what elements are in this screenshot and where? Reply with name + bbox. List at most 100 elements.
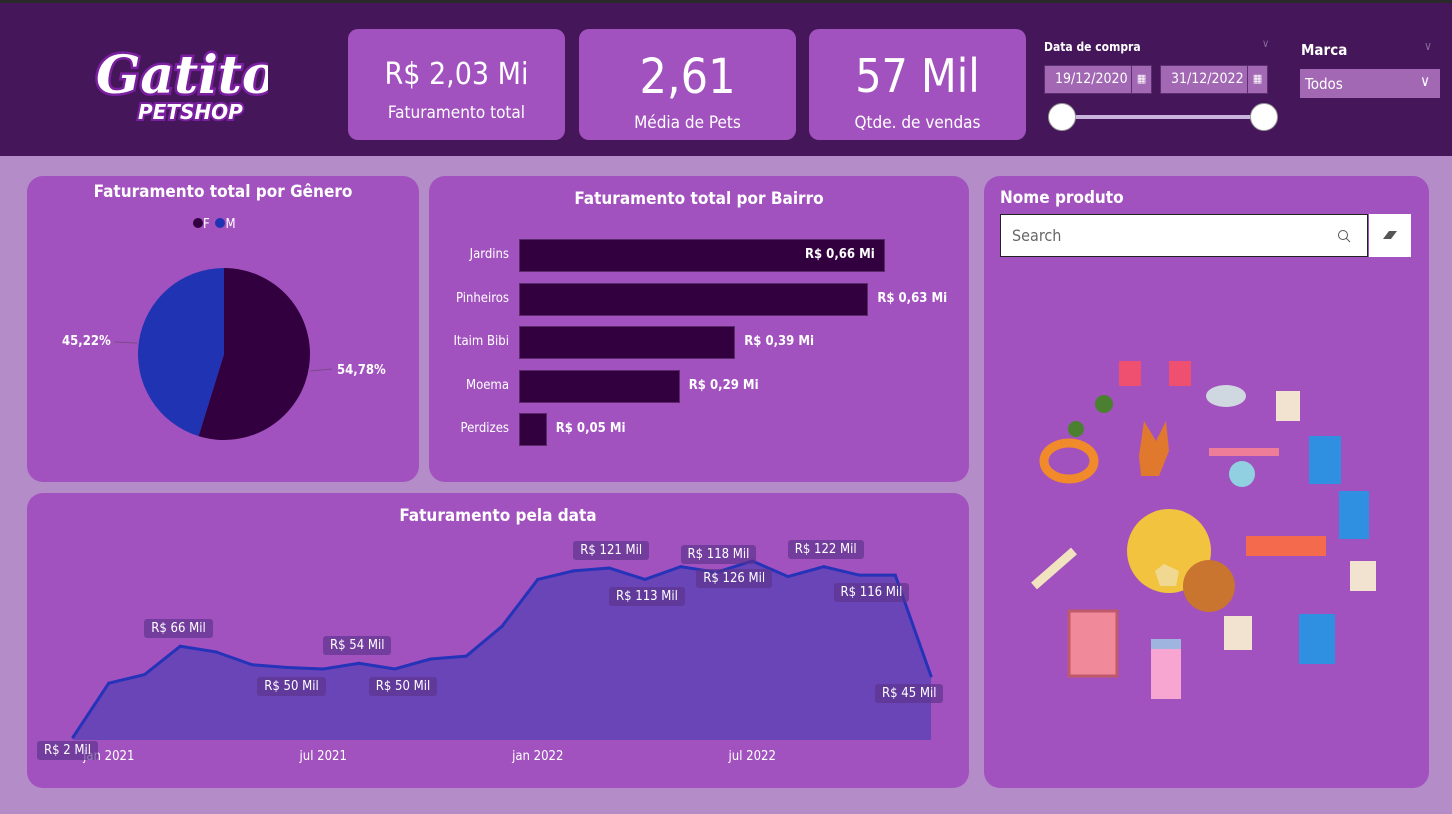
data-point[interactable]	[286, 666, 289, 670]
data-point[interactable]	[536, 577, 540, 581]
x-tick-label: jan 2022	[511, 749, 563, 764]
kpi-faturamento-total: R$ 2,03 Mi Faturamento total	[348, 29, 565, 140]
pie-label-f: 54,78%	[337, 363, 386, 378]
data-label: R$ 122 Mil	[787, 539, 864, 559]
start-date-input[interactable]: 19/12/2020 ▦	[1044, 65, 1152, 94]
chart-title: Faturamento pela data	[399, 506, 597, 526]
data-label: R$ 66 Mil	[144, 619, 213, 639]
kpi-label: Faturamento total	[387, 103, 526, 123]
slider-start-handle[interactable]	[1048, 103, 1076, 131]
date-area-card: Faturamento pela data jan 2021 jul 2021 ja…	[27, 493, 969, 788]
data-label: R$ 113 Mil	[609, 587, 685, 607]
chart-title: Faturamento total por Gênero	[93, 182, 353, 202]
slider-end-handle[interactable]	[1250, 103, 1278, 131]
legend-dot-m	[215, 218, 226, 228]
bar-moema[interactable]	[519, 369, 680, 403]
kpi-qtde-vendas: 57 Mil Qtde. de vendas	[809, 29, 1026, 140]
data-label: R$ 50 Mil	[257, 676, 326, 696]
data-point[interactable]	[71, 735, 75, 739]
data-point[interactable]	[250, 663, 254, 667]
data-point[interactable]	[357, 661, 361, 665]
data-point[interactable]	[607, 566, 611, 570]
data-point[interactable]	[143, 673, 146, 677]
leader-line	[309, 368, 333, 372]
data-point[interactable]	[643, 577, 647, 581]
data-point[interactable]	[107, 681, 111, 685]
search-icon[interactable]	[1337, 229, 1351, 243]
data-point[interactable]	[429, 657, 432, 661]
gender-pie-card: Faturamento total por Gênero F M 45,22% …	[27, 176, 419, 482]
bar-jardins[interactable]	[519, 239, 885, 272]
gatito-petshop-logo: Gatito PETSHOP	[94, 43, 269, 127]
data-point[interactable]	[572, 569, 575, 573]
bar-value-label: R$ 0,63 Mi	[877, 290, 948, 306]
search-placeholder: Search	[1012, 226, 1062, 245]
start-date-value: 19/12/2020	[1055, 71, 1128, 87]
product-panel-title: Nome produto	[1000, 188, 1124, 208]
kpi-label: Qtde. de vendas	[854, 113, 981, 133]
pie-slice-m[interactable]	[137, 268, 224, 437]
brand-selected: Todos	[1305, 75, 1343, 93]
data-point[interactable]	[679, 565, 683, 569]
data-label: R$ 54 Mil	[323, 636, 392, 656]
svg-text:PETSHOP: PETSHOP	[138, 100, 243, 124]
bar-pinheiros[interactable]	[519, 282, 869, 316]
data-point[interactable]	[178, 644, 182, 648]
bar-itaim-bibi[interactable]	[519, 326, 736, 359]
pie-slice-f[interactable]	[198, 268, 310, 440]
bar-value-label: R$ 0,29 Mi	[688, 377, 759, 393]
data-point[interactable]	[929, 674, 933, 678]
product-search-input[interactable]: Search	[1000, 214, 1368, 257]
calendar-icon[interactable]: ▦	[1131, 66, 1151, 93]
data-point[interactable]	[321, 667, 325, 671]
pie-chart	[113, 268, 333, 440]
bar-value-label: R$ 0,66 Mi	[804, 247, 875, 262]
calendar-icon[interactable]: ▦	[1247, 66, 1267, 93]
data-label: R$ 2 Mil	[37, 741, 99, 761]
svg-text:Gatito: Gatito	[96, 45, 268, 106]
data-label: R$ 45 Mil	[875, 684, 944, 704]
bar-category-label: Pinheiros	[455, 290, 509, 306]
data-point[interactable]	[500, 624, 504, 628]
data-point[interactable]	[858, 573, 861, 577]
data-label: R$ 50 Mil	[368, 676, 438, 696]
kpi-value: 2,61	[639, 49, 736, 105]
data-point[interactable]	[893, 573, 897, 577]
data-point[interactable]	[822, 565, 826, 569]
kpi-value: R$ 2,03 Mi	[384, 57, 529, 92]
eraser-icon	[1383, 231, 1397, 239]
clear-selection-button[interactable]	[1369, 214, 1411, 257]
brand-filter-label: Marca	[1301, 41, 1348, 59]
end-date-value: 31/12/2022	[1171, 71, 1244, 87]
x-tick-label: jul 2021	[299, 749, 347, 764]
data-label: R$ 126 Mil	[696, 568, 773, 588]
brand-dropdown[interactable]: Todos ∨	[1300, 69, 1440, 98]
data-point[interactable]	[214, 650, 218, 654]
area-chart: jan 2021 jul 2021 jan 2022 jul 2022	[71, 559, 933, 764]
bar-category-label: Perdizes	[460, 421, 509, 436]
legend-label-f: F	[203, 217, 210, 232]
kpi-label: Média de Pets	[634, 113, 741, 133]
date-range-slider-track[interactable]	[1062, 115, 1264, 119]
chevron-down-icon[interactable]: ∨	[1424, 39, 1432, 53]
data-point[interactable]	[786, 575, 790, 579]
bar-value-label: R$ 0,05 Mi	[555, 421, 626, 436]
data-point[interactable]	[464, 654, 468, 658]
x-tick-label: jul 2022	[728, 749, 776, 764]
legend-dot-f	[193, 218, 203, 228]
legend-label-m: M	[225, 217, 236, 232]
data-label: R$ 121 Mil	[573, 541, 650, 561]
data-label: R$ 118 Mil	[680, 545, 757, 565]
kpi-value: 57 Mil	[855, 49, 980, 103]
bar-perdizes[interactable]	[519, 413, 547, 446]
chart-title: Faturamento total por Bairro	[574, 189, 824, 209]
data-point[interactable]	[393, 667, 397, 671]
bairro-bar-card: Faturamento total por Bairro Jardins R$ 0…	[429, 176, 969, 482]
chevron-down-icon[interactable]: ∨	[1262, 37, 1270, 50]
end-date-input[interactable]: 31/12/2022 ▦	[1160, 65, 1268, 94]
pet-products-illustration	[1031, 361, 1376, 699]
pie-label-m: 45,22%	[62, 334, 111, 349]
leader-line	[113, 341, 138, 344]
bar-category-label: Itaim Bibi	[453, 334, 509, 349]
header: Gatito PETSHOP R$ 2,03 Mi Faturamento to…	[0, 0, 1452, 156]
